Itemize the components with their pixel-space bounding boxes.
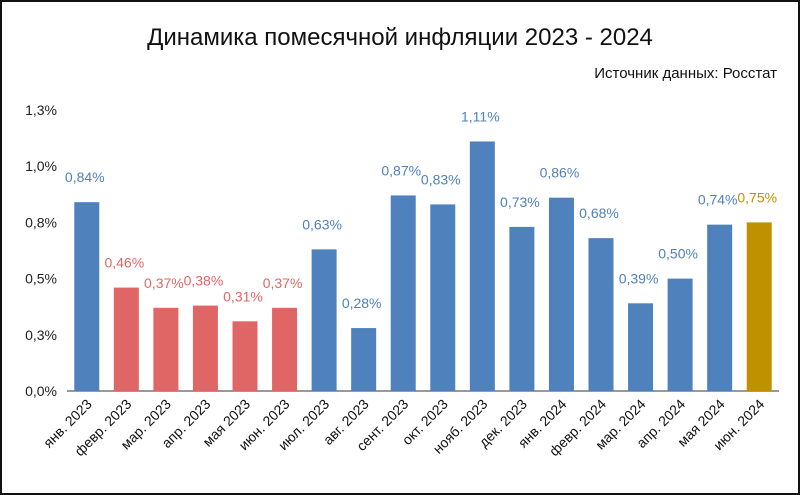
bar [311,249,337,391]
bar [113,287,139,391]
data-label: 0,38% [184,273,224,289]
bar [667,278,693,391]
data-label: 0,28% [342,295,382,311]
data-label: 0,37% [144,275,184,291]
bar [390,195,416,391]
bar [192,305,218,391]
data-label: 0,83% [421,171,461,187]
bar [469,141,495,391]
data-label: 0,75% [737,189,777,205]
data-label: 1,11% [461,108,500,124]
y-axis: 0,0% 0,3% 0,5% 0,8% 1,0% 1,3% [25,102,779,399]
data-label: 0,87% [381,162,421,178]
chart-title: Динамика помесячной инфляции 2023 - 2024 [147,24,653,51]
bar [430,204,456,391]
bar [746,222,772,391]
data-label: 0,68% [579,205,619,221]
data-label: 0,63% [302,216,342,232]
bar [153,307,179,391]
y-tick-label: 0,3% [25,327,57,343]
data-label: 0,86% [540,165,580,181]
data-label: 0,31% [223,288,263,304]
data-label: 0,73% [500,194,540,210]
data-label: 0,37% [263,275,303,291]
data-label: 0,39% [619,270,659,286]
bar [509,226,535,391]
bar [707,224,733,391]
chart-source: Источник данных: Росстат [594,65,777,82]
bars [74,141,772,391]
bar [272,307,298,391]
y-tick-label: 1,0% [25,158,57,174]
bar [74,202,100,391]
data-label: 0,46% [104,255,144,271]
y-tick-label: 1,3% [25,102,57,118]
bar [588,238,614,391]
y-tick-label: 0,5% [25,271,57,287]
bar [548,197,574,391]
data-label: 0,50% [658,246,698,262]
data-labels: 0,84%0,46%0,37% 0,38%0,31%0,37%0,63%0,28%… [65,108,777,311]
y-tick-label: 0,0% [25,383,57,399]
bar [232,321,258,391]
data-label: 0,74% [698,192,738,208]
bar [351,328,377,391]
data-label: 0,84% [65,169,105,185]
y-tick-label: 0,8% [25,214,57,230]
bar [628,303,654,391]
